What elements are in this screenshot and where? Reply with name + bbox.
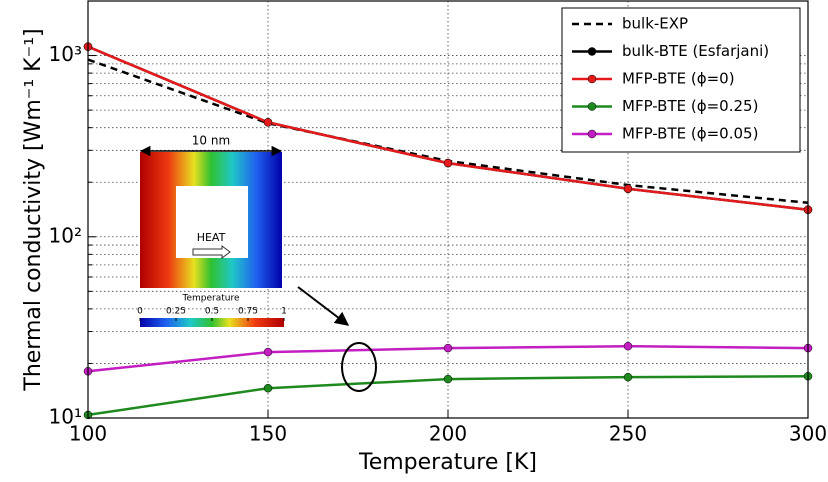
legend-label: bulk-BTE (Esfarjani) <box>622 42 769 60</box>
series-marker <box>623 341 633 351</box>
series-marker <box>623 372 633 382</box>
legend-marker <box>587 102 597 111</box>
plot-frame <box>87 0 809 419</box>
heat-label: HEAT <box>197 231 226 244</box>
legend: bulk-EXP bulk-BTE (Esfarjani) MFP-BTE (ϕ=0… <box>561 7 801 153</box>
colorbar-tick-label: 0 <box>137 307 143 317</box>
series-marker <box>443 343 453 353</box>
colorbar-tick-label: 0.5 <box>205 307 219 317</box>
width-label: 10 nm <box>192 134 230 148</box>
colorbar-tick-label: 1 <box>281 307 287 317</box>
legend-label: MFP-BTE (ϕ=0.05) <box>622 125 758 143</box>
legend-marker <box>587 129 597 139</box>
pointer-arrow <box>297 286 350 326</box>
series-marker <box>623 184 633 194</box>
x-tick-label: 250 <box>609 422 647 446</box>
legend-marker <box>587 74 597 84</box>
legend-marker <box>587 47 597 56</box>
x-tick-label: 100 <box>69 422 107 446</box>
colorbar-tick-label: 0.75 <box>238 307 258 317</box>
legend-label: MFP-BTE (ϕ=0) <box>622 70 735 88</box>
inset: 10 nm HEAT Temperature 0 0.25 0.5 0.75 1 <box>137 134 287 327</box>
series-marker <box>443 374 453 384</box>
x-tick-label: 200 <box>429 422 467 446</box>
y-axis-label: Thermal conductivity [Wm⁻¹ K⁻¹] <box>21 28 46 391</box>
series-marker <box>263 383 273 393</box>
highlight-ellipse <box>341 342 377 392</box>
y-tick-label: 10¹ <box>49 405 82 429</box>
legend-label: MFP-BTE (ϕ=0.25) <box>622 97 758 115</box>
x-axis-label: Temperature [K] <box>358 450 537 475</box>
x-tick-label: 300 <box>789 422 827 446</box>
series-marker <box>263 118 273 127</box>
heat-arrow <box>192 245 231 259</box>
y-tick-label: 10³ <box>49 42 82 66</box>
series-marker <box>443 158 453 168</box>
colorbar <box>140 318 284 327</box>
colorbar-label: Temperature <box>181 294 239 304</box>
colorbar-tick-label: 0.25 <box>166 307 186 317</box>
x-tick-label: 150 <box>249 422 287 446</box>
series-marker <box>263 347 273 357</box>
y-tick-label: 10² <box>49 223 82 247</box>
legend-label: bulk-EXP <box>622 15 688 33</box>
inset-hole <box>176 186 248 258</box>
